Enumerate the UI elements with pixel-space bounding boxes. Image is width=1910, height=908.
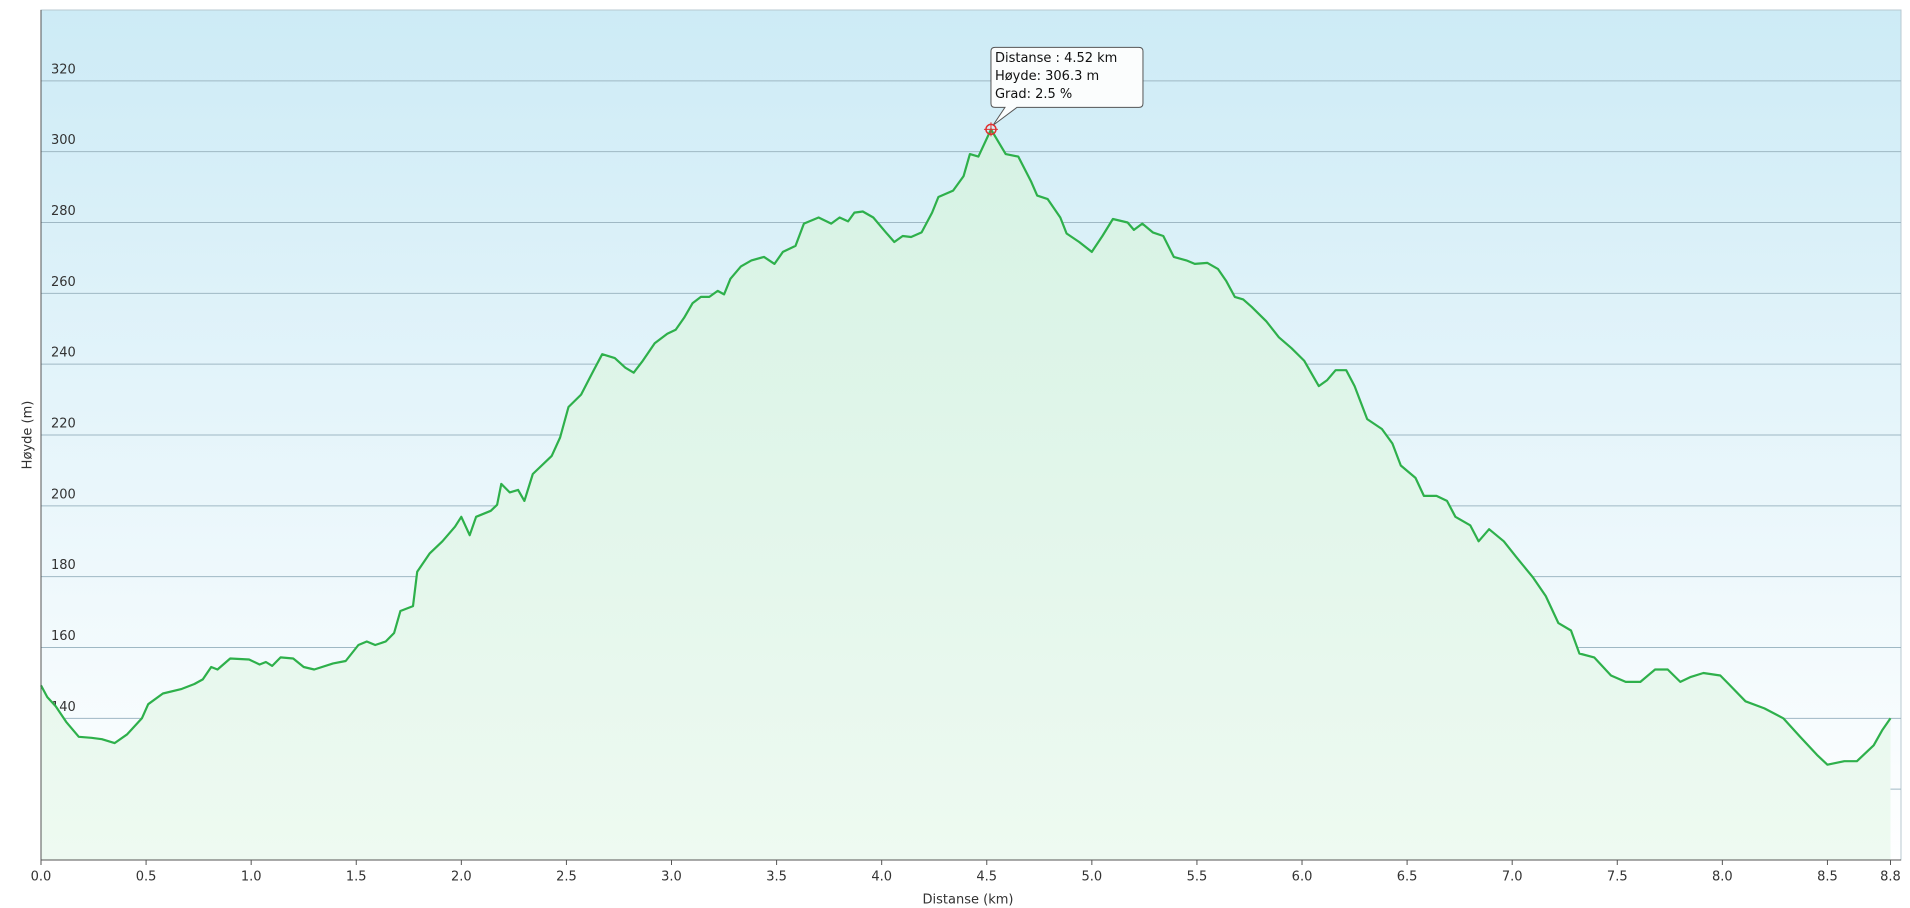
y-tick-label: 160 [51,629,76,644]
y-tick-label: 300 [51,133,76,148]
x-tick-label: 4.5 [976,870,997,885]
x-tick-label: 2.5 [556,870,577,885]
x-tick-label: 5.0 [1082,870,1103,885]
x-tick-label: 8.5 [1817,870,1838,885]
x-tick-label: 6.5 [1397,870,1418,885]
x-tick-label: 0.0 [31,870,52,885]
x-tick-label: 6.0 [1292,870,1313,885]
y-tick-label: 320 [51,62,76,77]
y-tick-label: 240 [51,346,76,361]
x-tick-label: 3.0 [661,870,682,885]
tooltip-text: Høyde: 306.3 m [995,69,1099,84]
tooltip-text: Distanse : 4.52 km [995,51,1117,66]
y-tick-label: 220 [51,417,76,432]
x-tick-label: 1.0 [241,870,262,885]
y-tick-label: 180 [51,558,76,573]
x-tick-label: 0.5 [136,870,157,885]
tooltip-text: Grad: 2.5 % [995,87,1072,102]
x-tick-label: 3.5 [766,870,787,885]
y-tick-label: 200 [51,487,76,502]
x-tick-label: 7.0 [1502,870,1523,885]
y-tick-label: 260 [51,275,76,290]
x-tick-label: 4.0 [871,870,892,885]
x-axis-label: Distanse (km) [923,893,1014,908]
tooltip-box [990,46,1144,126]
x-tick-label: 8.8 [1880,870,1901,885]
area-fill [41,129,1891,860]
x-tick-label: 7.5 [1607,870,1628,885]
x-tick-label: 8.0 [1712,870,1733,885]
x-tick-label: 5.5 [1187,870,1208,885]
elevation-line [40,128,1892,766]
y-axis-label: Høyde (m) [21,401,36,470]
x-tick-label: 1.5 [346,870,367,885]
x-tick-label: 2.0 [451,870,472,885]
y-tick-label: 280 [51,204,76,219]
